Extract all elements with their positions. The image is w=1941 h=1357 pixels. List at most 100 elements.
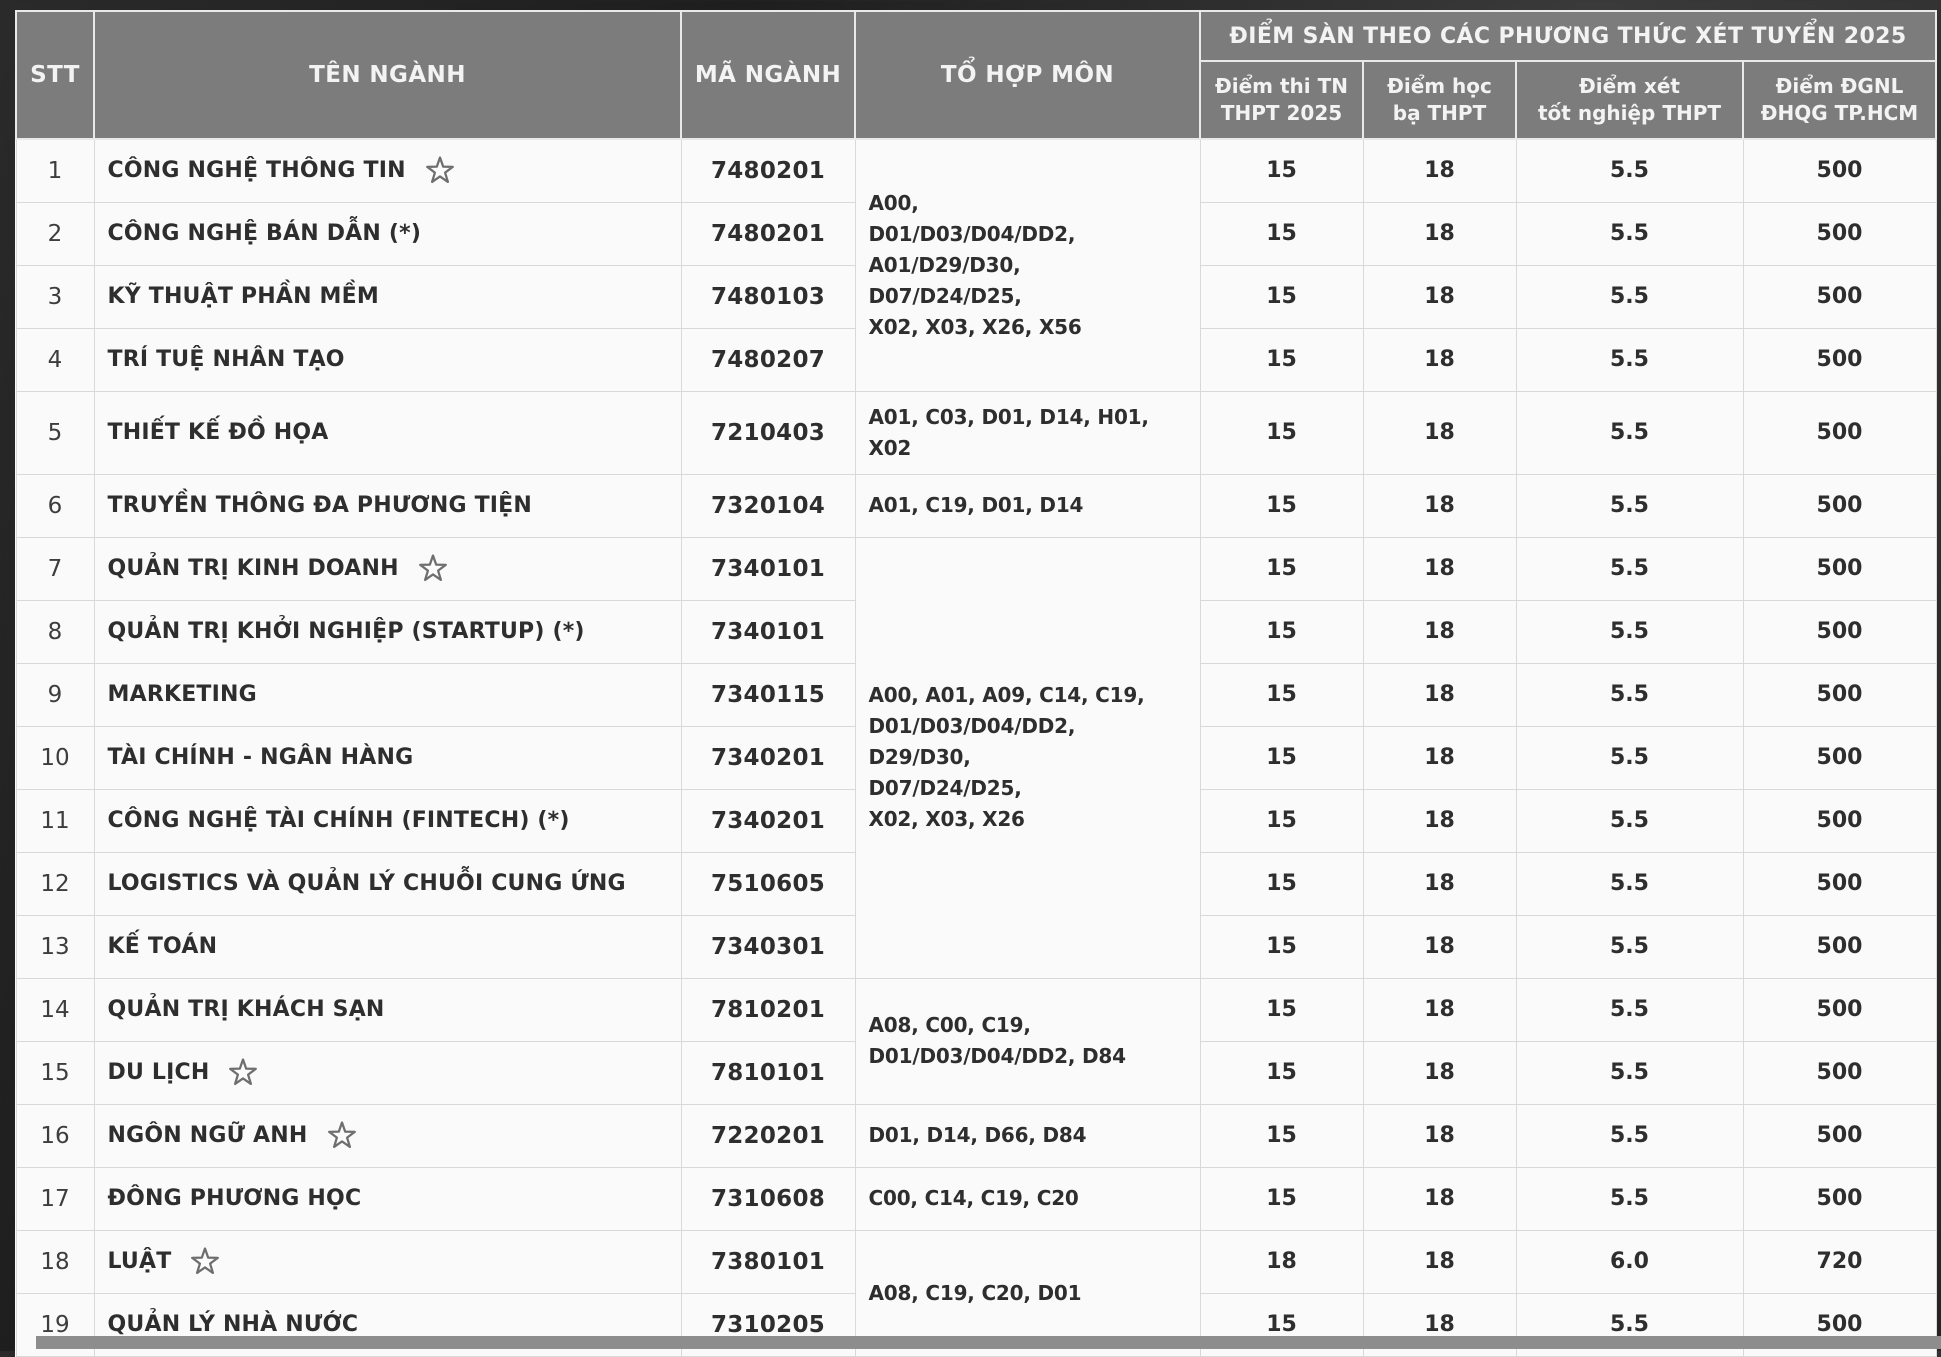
combo-cell: A01, C03, D01, D14, H01, X02 [854,390,1201,475]
table-row: 2 CÔNG NGHỆ BÁN DẪN (*) 7480201 15 18 5.… [15,201,1937,266]
table-row: 10 TÀI CHÍNH - NGÂN HÀNG 7340201 15 18 5… [15,725,1937,790]
score-xet-tn-cell: 5.5 [1515,201,1744,266]
major-name: LOGISTICS VÀ QUẢN LÝ CHUỖI CUNG ỨNG [107,871,626,896]
score-xet-tn-cell: 5.5 [1515,914,1744,979]
star-icon [416,552,450,586]
table-row: 9 MARKETING 7340115 15 18 5.5 500 [15,662,1937,727]
major-name-cell: QUẢN TRỊ KINH DOANH [93,536,682,601]
major-name-cell: KỸ THUẬT PHẦN MỀM [93,264,682,329]
major-code-cell: 7310608 [680,1166,856,1231]
major-code-cell: 7380101 [680,1229,856,1294]
col-header-diem-thi-tn: Điểm thi TN THPT 2025 [1199,60,1364,140]
horizontal-scrollbar[interactable] [36,1336,1941,1349]
score-dgnl-cell: 500 [1742,201,1937,266]
star-icon [226,1056,260,1090]
score-dgnl-cell: 500 [1742,599,1937,664]
major-name-cell: TRUYỀN THÔNG ĐA PHƯƠNG TIỆN [93,473,682,538]
stt-cell: 15 [15,1040,95,1105]
score-hoc-ba-cell: 18 [1362,1166,1517,1231]
score-dgnl-cell: 500 [1742,536,1937,601]
table-row: 15 DU LỊCH 7810101 15 18 5.5 500 [15,1040,1937,1105]
table-row: 14 QUẢN TRỊ KHÁCH SẠN 7810201 A08, C00, … [15,977,1937,1105]
score-hoc-ba-cell: 18 [1362,914,1517,979]
score-dgnl-cell: 500 [1742,1103,1937,1168]
score-xet-tn-cell: 6.0 [1515,1229,1744,1294]
stt-cell: 9 [15,662,95,727]
score-dgnl-cell: 500 [1742,788,1937,853]
major-name-cell: MARKETING [93,662,682,727]
score-dgnl-cell: 500 [1742,914,1937,979]
score-hoc-ba-cell: 18 [1362,1103,1517,1168]
major-name: THIẾT KẾ ĐỒ HỌA [107,420,329,445]
table-row: 8 QUẢN TRỊ KHỞI NGHIỆP (STARTUP) (*) 734… [15,599,1937,664]
table-row: 1 CÔNG NGHỆ THÔNG TIN 7480201 A00, D01/D… [15,138,1937,392]
major-name: QUẢN LÝ NHÀ NƯỚC [107,1312,359,1337]
major-code-cell: 7340201 [680,725,856,790]
major-name: KẾ TOÁN [107,934,218,959]
major-code-cell: 7340115 [680,662,856,727]
score-dgnl-cell: 500 [1742,1166,1937,1231]
score-xet-tn-cell: 5.5 [1515,473,1744,538]
table-row: 3 KỸ THUẬT PHẦN MỀM 7480103 15 18 5.5 50… [15,264,1937,329]
score-thi-tn-cell: 15 [1199,536,1364,601]
score-xet-tn-cell: 5.5 [1515,725,1744,790]
combo-cell: A00, A01, A09, C14, C19, D01/D03/D04/DD2… [854,536,1201,979]
score-dgnl-cell: 500 [1742,473,1937,538]
major-name-cell: NGÔN NGỮ ANH [93,1103,682,1168]
score-dgnl-cell: 720 [1742,1229,1937,1294]
stt-cell: 1 [15,138,95,203]
score-thi-tn-cell: 15 [1199,725,1364,790]
major-name: CÔNG NGHỆ THÔNG TIN [107,158,406,184]
score-thi-tn-cell: 15 [1199,599,1364,664]
major-name-cell: LUẬT [93,1229,682,1294]
combo-cell: A08, C19, C20, D01 [854,1229,1201,1357]
major-name: TÀI CHÍNH - NGÂN HÀNG [107,745,414,770]
combo-cell: A01, C19, D01, D14 [854,473,1201,538]
combo-cell: C00, C14, C19, C20 [854,1166,1201,1231]
score-xet-tn-cell: 5.5 [1515,327,1744,392]
table-row: 16 NGÔN NGỮ ANH 7220201 D01, D14, D66, D… [15,1103,1937,1168]
score-dgnl-cell: 500 [1742,264,1937,329]
score-thi-tn-cell: 15 [1199,977,1364,1042]
score-thi-tn-cell: 15 [1199,914,1364,979]
score-xet-tn-cell: 5.5 [1515,599,1744,664]
score-thi-tn-cell: 15 [1199,851,1364,916]
table-row: 5 THIẾT KẾ ĐỒ HỌA 7210403 A01, C03, D01,… [15,390,1937,475]
major-name: CÔNG NGHỆ BÁN DẪN (*) [107,221,422,246]
stt-cell: 16 [15,1103,95,1168]
score-hoc-ba-cell: 18 [1362,536,1517,601]
score-hoc-ba-cell: 18 [1362,662,1517,727]
major-name-cell: QUẢN TRỊ KHỞI NGHIỆP (STARTUP) (*) [93,599,682,664]
score-xet-tn-cell: 5.5 [1515,977,1744,1042]
major-name-cell: TRÍ TUỆ NHÂN TẠO [93,327,682,392]
table-row: 12 LOGISTICS VÀ QUẢN LÝ CHUỖI CUNG ỨNG 7… [15,851,1937,916]
combo-cell: A00, D01/D03/D04/DD2, A01/D29/D30, D07/D… [854,138,1201,392]
score-hoc-ba-cell: 18 [1362,390,1517,475]
stt-cell: 14 [15,977,95,1042]
score-dgnl-cell: 500 [1742,725,1937,790]
major-code-cell: 7480201 [680,138,856,203]
table-row: 18 LUẬT 7380101 A08, C19, C20, D01 18 18… [15,1229,1937,1357]
stt-cell: 12 [15,851,95,916]
major-name-cell: CÔNG NGHỆ TÀI CHÍNH (FINTECH) (*) [93,788,682,853]
major-name: QUẢN TRỊ KINH DOANH [107,556,399,581]
major-code-cell: 7320104 [680,473,856,538]
stt-cell: 10 [15,725,95,790]
major-name-cell: TÀI CHÍNH - NGÂN HÀNG [93,725,682,790]
stt-cell: 5 [15,390,95,475]
score-thi-tn-cell: 15 [1199,264,1364,329]
score-xet-tn-cell: 5.5 [1515,1103,1744,1168]
major-name-cell: THIẾT KẾ ĐỒ HỌA [93,390,682,475]
major-code-cell: 7480103 [680,264,856,329]
major-name: KỸ THUẬT PHẦN MỀM [107,284,379,309]
score-hoc-ba-cell: 18 [1362,725,1517,790]
score-hoc-ba-cell: 18 [1362,138,1517,203]
table-row: 17 ĐÔNG PHƯƠNG HỌC 7310608 C00, C14, C19… [15,1166,1937,1231]
col-header-diem-xet-tn: Điểm xét tốt nghiệp THPT [1515,60,1744,140]
col-header-stt: STT [15,10,95,140]
table-row: 13 KẾ TOÁN 7340301 15 18 5.5 500 [15,914,1937,979]
score-xet-tn-cell: 5.5 [1515,662,1744,727]
major-code-cell: 7340101 [680,599,856,664]
star-icon [423,154,457,188]
major-code-cell: 7210403 [680,390,856,475]
